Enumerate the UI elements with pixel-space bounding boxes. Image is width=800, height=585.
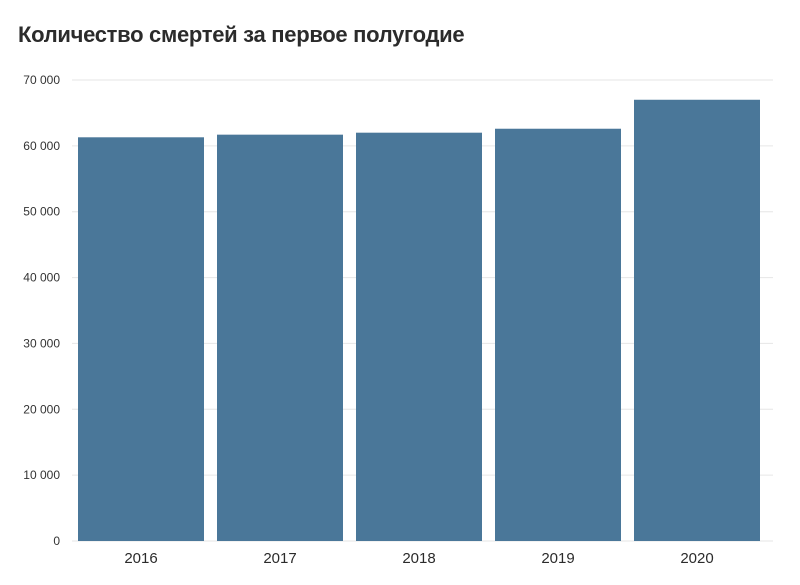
bar-2017 (217, 134, 343, 541)
y-tick-label: 60 000 (23, 139, 60, 153)
x-tick-label: 2020 (680, 550, 713, 567)
x-axis-ticks: 2016 2017 2018 2019 2020 (124, 550, 713, 567)
x-tick-label: 2019 (541, 550, 574, 567)
y-tick-label: 40 000 (23, 271, 60, 285)
bar-2019 (495, 128, 621, 541)
x-tick-label: 2017 (263, 550, 296, 567)
y-axis-ticks: 0 10 000 20 000 30 000 40 000 50 000 60 000 70 … (23, 73, 60, 548)
y-tick-label: 50 000 (23, 205, 60, 219)
y-tick-label: 20 000 (23, 402, 60, 416)
x-tick-label: 2016 (124, 550, 157, 567)
bars (78, 99, 760, 541)
y-tick-label: 70 000 (23, 73, 60, 87)
bar-2016 (78, 137, 204, 541)
y-tick-label: 10 000 (23, 468, 60, 482)
bar-2018 (356, 132, 482, 541)
y-tick-label: 30 000 (23, 336, 60, 350)
bar-2020 (634, 99, 760, 541)
chart-title: Количество смертей за первое полугодие (18, 22, 465, 47)
x-tick-label: 2018 (402, 550, 435, 567)
y-tick-label: 0 (53, 534, 60, 548)
